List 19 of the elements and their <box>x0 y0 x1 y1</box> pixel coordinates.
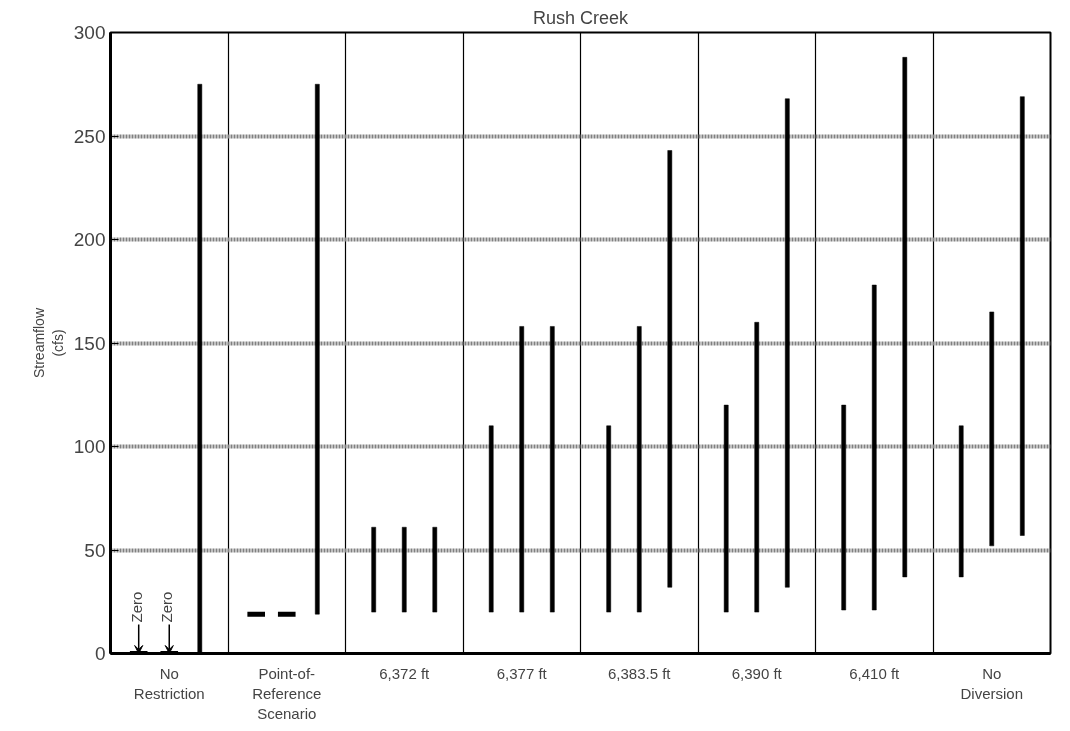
chart-title: Rush Creek <box>532 7 630 28</box>
x-tick-label: 6,377 ft <box>496 664 548 682</box>
y-tick-label: 150 <box>73 332 106 354</box>
x-tick-label: 6,390 ft <box>731 664 783 682</box>
x-tick-label: Point-of- Reference Scenario <box>252 664 322 723</box>
x-tick-label: No Restriction <box>133 664 205 702</box>
y-tick-label: 300 <box>73 22 106 43</box>
annotation: Zero <box>127 591 145 623</box>
x-tick-label: 6,383.5 ft <box>607 664 672 682</box>
y-tick-label: 100 <box>73 436 106 457</box>
x-tick-label: 6,372 ft <box>379 664 431 682</box>
annotation: Zero <box>158 591 176 623</box>
y-tick-label: 200 <box>73 229 106 250</box>
y-tick-label: 250 <box>73 125 106 147</box>
x-tick-label: 6,410 ft <box>849 664 901 682</box>
y-tick-label: 50 <box>84 539 106 561</box>
x-tick-label: No Diversion <box>960 664 1024 702</box>
y-axis-title: Streamflow (cfs) <box>30 307 66 379</box>
y-tick-label: 0 <box>94 643 106 664</box>
